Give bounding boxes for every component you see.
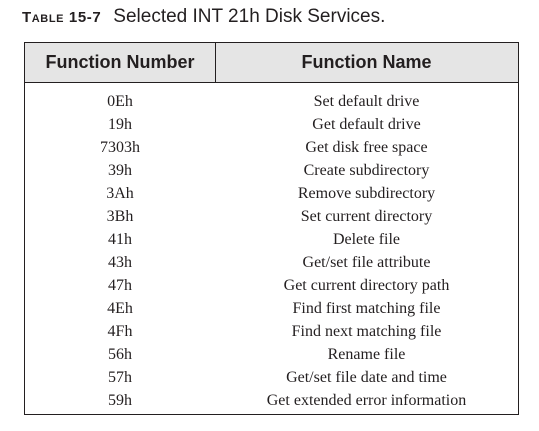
table-row: 39h Create subdirectory bbox=[25, 159, 518, 182]
table-row: 57h Get/set file date and time bbox=[25, 366, 518, 389]
table-row: 41h Delete file bbox=[25, 228, 518, 251]
function-name-cell: Find next matching file bbox=[291, 323, 442, 340]
function-number-cell: 47h bbox=[108, 277, 132, 294]
table-row: 56h Rename file bbox=[25, 343, 518, 366]
function-number-cell: 43h bbox=[108, 254, 132, 271]
function-name-cell: Get disk free space bbox=[305, 139, 428, 156]
int21h-disk-services-table: Function Number Function Name 0Eh Set def… bbox=[24, 42, 519, 415]
function-name-cell: Remove subdirectory bbox=[297, 185, 436, 202]
function-number-cell: 57h bbox=[108, 369, 132, 386]
function-number-cell: 4Fh bbox=[107, 323, 133, 340]
table-title: Selected INT 21h Disk Services. bbox=[113, 6, 386, 27]
function-number-cell: 19h bbox=[108, 116, 132, 133]
table-row: 59h Get extended error information bbox=[25, 389, 518, 412]
table-row: 43h Get/set file attribute bbox=[25, 251, 518, 274]
table-row: 0Eh Set default drive bbox=[25, 90, 518, 113]
table-row: 4Eh Find first matching file bbox=[25, 297, 518, 320]
function-name-cell: Get/set file attribute bbox=[302, 254, 431, 271]
header-function-name: Function Name bbox=[301, 52, 432, 72]
function-name-cell: Get current directory path bbox=[283, 277, 450, 294]
function-number-cell: 56h bbox=[108, 346, 132, 363]
header-function-number: Function Number bbox=[45, 52, 195, 72]
function-name-cell: Rename file bbox=[327, 346, 406, 363]
table-row: 7303h Get disk free space bbox=[25, 136, 518, 159]
table-caption: Table 15-7 Selected INT 21h Disk Service… bbox=[22, 6, 385, 32]
function-name-cell: Get/set file date and time bbox=[286, 369, 447, 386]
table-row: 47h Get current directory path bbox=[25, 274, 518, 297]
table-row: 19h Get default drive bbox=[25, 113, 518, 136]
function-name-cell: Delete file bbox=[332, 231, 401, 248]
table-row: 3Bh Set current directory bbox=[25, 205, 518, 228]
function-name-cell: Set default drive bbox=[313, 93, 420, 110]
function-number-cell: 0Eh bbox=[107, 93, 133, 110]
function-number-cell: 41h bbox=[108, 231, 132, 248]
header-divider bbox=[215, 43, 216, 82]
function-name-cell: Set current directory bbox=[300, 208, 433, 225]
table-row: 4Fh Find next matching file bbox=[25, 320, 518, 343]
function-number-cell: 59h bbox=[108, 392, 132, 409]
table-row: 3Ah Remove subdirectory bbox=[25, 182, 518, 205]
function-name-cell: Get default drive bbox=[312, 116, 421, 133]
table-number: Table 15-7 bbox=[22, 9, 102, 26]
function-name-cell: Find first matching file bbox=[292, 300, 441, 317]
function-number-cell: 4Eh bbox=[107, 300, 133, 317]
function-number-cell: 3Ah bbox=[106, 185, 134, 202]
function-number-cell: 3Bh bbox=[106, 208, 134, 225]
function-name-cell: Get extended error information bbox=[266, 392, 467, 409]
function-name-cell: Create subdirectory bbox=[303, 162, 430, 179]
function-number-cell: 7303h bbox=[100, 139, 140, 156]
table-header-row: Function Number Function Name bbox=[25, 43, 518, 83]
table-body: 0Eh Set default drive 19h Get default driv… bbox=[25, 90, 518, 412]
function-number-cell: 39h bbox=[108, 162, 132, 179]
